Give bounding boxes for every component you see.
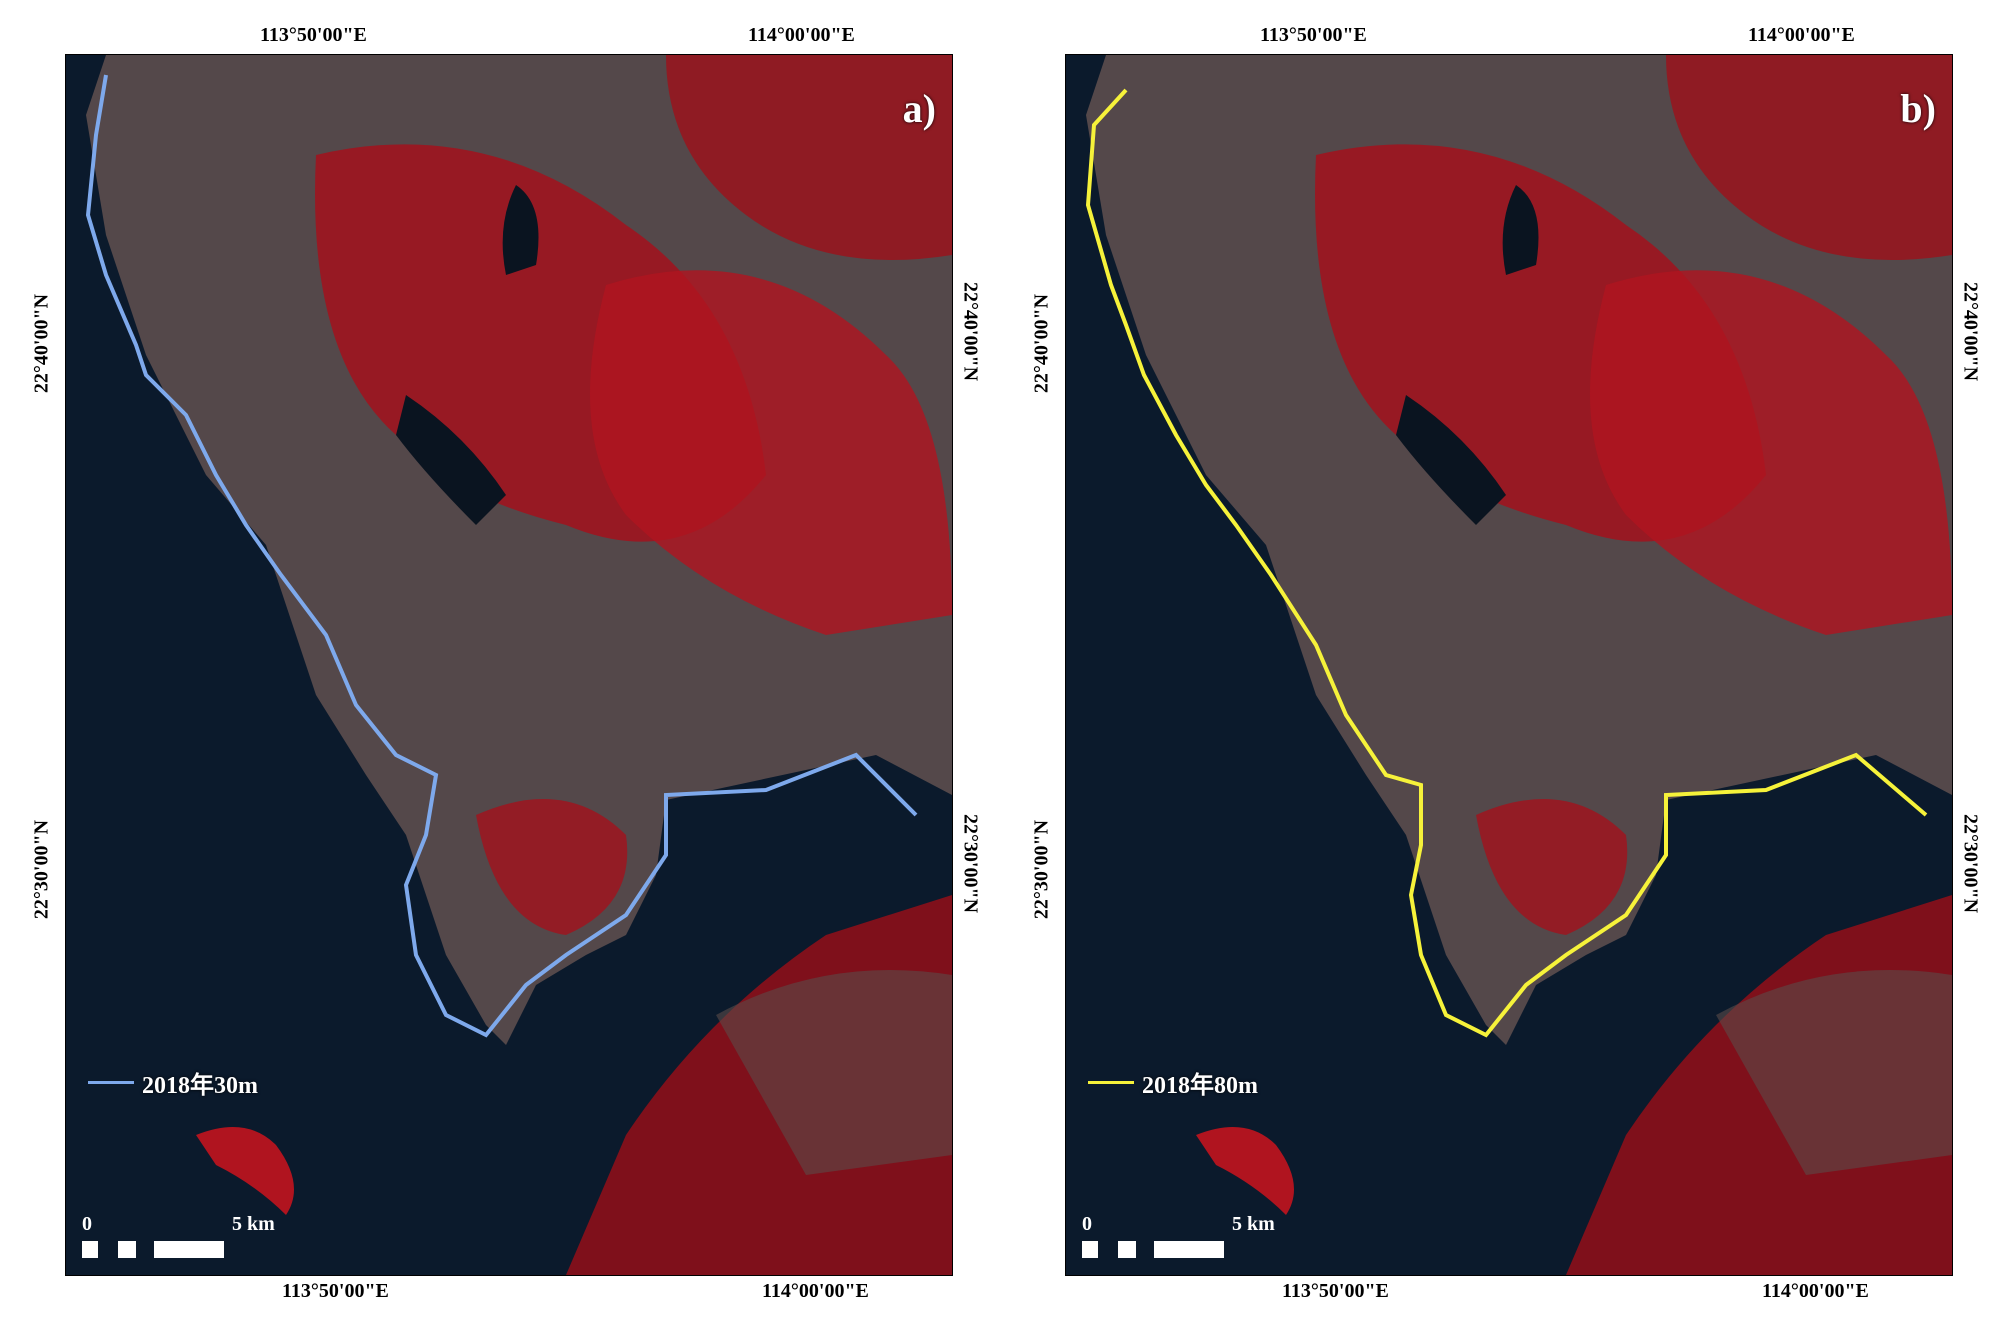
lon-label-bottom-right-b: 114°00'00"E: [1762, 1280, 1869, 1302]
panel-label-a: a): [902, 86, 936, 131]
scale-segment-1-b: [1082, 1241, 1098, 1258]
legend-b: 2018年80m: [1088, 1065, 1258, 1100]
satellite-map-b: [1066, 55, 1952, 1275]
lon-label-bottom-right-a: 114°00'00"E: [762, 1280, 869, 1302]
scale-segment-2-b: [1118, 1241, 1136, 1258]
scale-zero-a: 0: [82, 1213, 92, 1235]
legend-label-b: 2018年80m: [1142, 1073, 1258, 1099]
scale-five-b: 5 km: [1232, 1213, 1275, 1235]
legend-a: 2018年30m: [88, 1065, 258, 1100]
lat-label-left-lower-b: 22°30'00"N: [1030, 819, 1053, 920]
lon-label-top-right-b: 114°00'00"E: [1748, 24, 1855, 46]
scale-segment-2-a: [118, 1241, 136, 1258]
lon-label-top-left-b: 113°50'00"E: [1260, 24, 1367, 46]
lat-label-left-lower-a: 22°30'00"N: [30, 819, 53, 920]
scale-segment-3-b: [1154, 1241, 1224, 1258]
lat-label-right-lower-b: 22°30'00"N: [1959, 813, 1982, 914]
map-panel-a: a) 2018年30m 0 5 km: [65, 54, 953, 1276]
legend-label-a: 2018年30m: [142, 1073, 258, 1099]
legend-line-b: [1088, 1081, 1134, 1084]
panel-label-b: b): [1900, 86, 1936, 131]
scale-zero-b: 0: [1082, 1213, 1092, 1235]
lat-label-left-upper-a: 22°40'00"N: [30, 293, 53, 394]
map-panel-b: b) 2018年80m 0 5 km: [1065, 54, 1953, 1276]
lon-label-bottom-left-a: 113°50'00"E: [282, 1280, 389, 1302]
lat-label-right-upper-b: 22°40'00"N: [1959, 281, 1982, 382]
scale-five-a: 5 km: [232, 1213, 275, 1235]
lat-label-right-lower-a: 22°30'00"N: [959, 813, 982, 914]
legend-line-a: [88, 1081, 134, 1084]
lon-label-top-right-a: 114°00'00"E: [748, 24, 855, 46]
lat-label-left-upper-b: 22°40'00"N: [1030, 293, 1053, 394]
scale-segment-3-a: [154, 1241, 224, 1258]
lon-label-bottom-left-b: 113°50'00"E: [1282, 1280, 1389, 1302]
lon-label-top-left-a: 113°50'00"E: [260, 24, 367, 46]
scale-bar-b: 0 5 km: [1082, 1213, 1312, 1263]
satellite-map-a: [66, 55, 952, 1275]
lat-label-right-upper-a: 22°40'00"N: [959, 281, 982, 382]
scale-bar-a: 0 5 km: [82, 1213, 312, 1263]
scale-segment-1-a: [82, 1241, 98, 1258]
